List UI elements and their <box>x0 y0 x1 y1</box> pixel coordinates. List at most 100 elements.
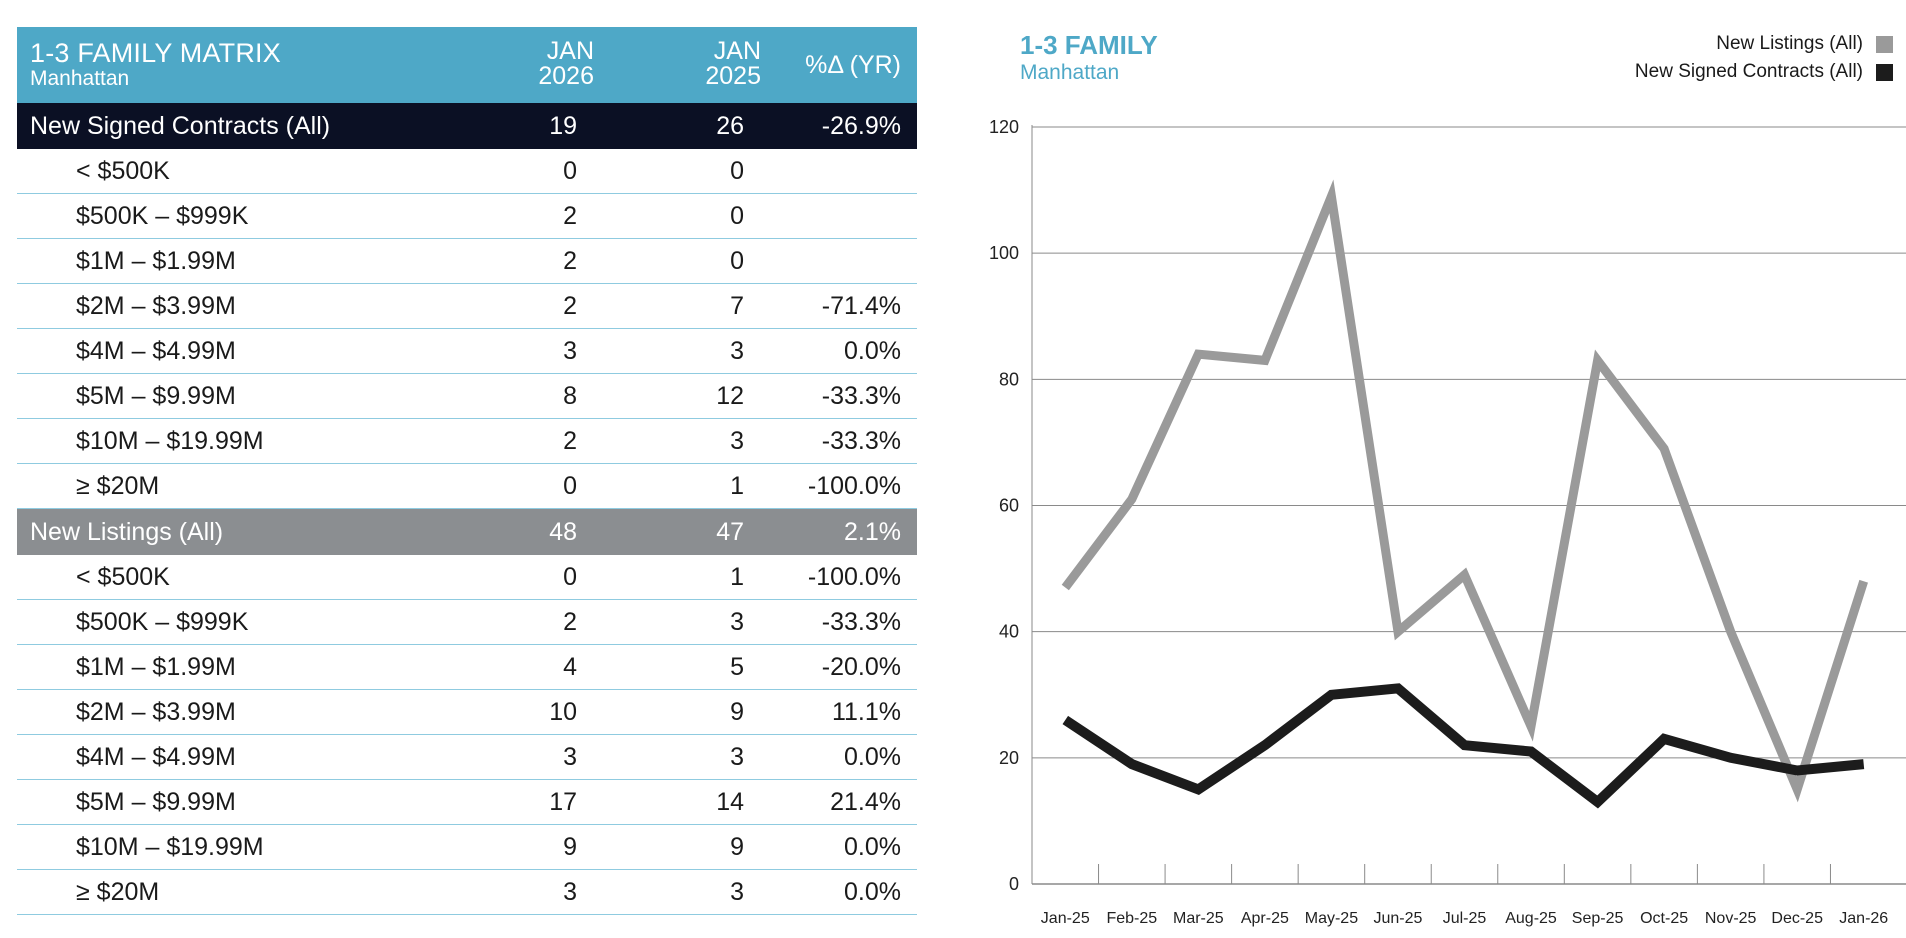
cell-v2: 5 <box>730 653 744 681</box>
cell-v2: 9 <box>730 833 744 861</box>
section-cell-label: New Listings (All) <box>30 518 224 546</box>
x-tick-label: Jan-25 <box>1041 910 1090 927</box>
series-line-new-signed-contracts <box>1062 683 1865 809</box>
cell-v1: 2 <box>563 608 577 636</box>
cell-v3: -33.3% <box>821 608 901 636</box>
cell-v2: 12 <box>716 382 744 410</box>
cell-v3: -100.0% <box>807 472 901 500</box>
table-body: New Signed Contracts (All) 19 26 -26.9% < $5… <box>17 103 917 915</box>
cell-v3: -33.3% <box>821 382 901 410</box>
cell-label: < $500K <box>76 563 170 591</box>
cell-v2: 3 <box>730 743 744 771</box>
table-row: $10M – $19.99M 9 9 0.0% <box>17 825 917 870</box>
cell-label: $2M – $3.99M <box>76 292 236 320</box>
x-tick-label: May-25 <box>1305 910 1358 927</box>
family-matrix-table: 1-3 FAMILY MATRIX Manhattan JAN 2026 JAN… <box>17 27 917 915</box>
section-cell-v2: 26 <box>716 112 744 140</box>
y-tick-label: 0 <box>1009 874 1019 894</box>
col-header-jan-2026-month: JAN <box>546 37 594 65</box>
y-tick-label: 20 <box>999 748 1019 768</box>
chart-plot-area: 0 20 40 60 80 100 120 Jan-25 Feb-25 Mar-25 Apr-25 M… <box>989 117 1906 927</box>
section-cell-v1: 48 <box>549 518 577 546</box>
y-tick-label: 80 <box>999 369 1019 389</box>
cell-v2: 1 <box>730 472 744 500</box>
x-tick-label: Jan-26 <box>1839 910 1888 927</box>
y-tick-label: 60 <box>999 496 1019 516</box>
x-tick-label: Feb-25 <box>1106 910 1157 927</box>
table-row: $10M – $19.99M 2 3 -33.3% <box>17 419 917 464</box>
x-tick-label: Dec-25 <box>1771 910 1823 927</box>
cell-v1: 0 <box>563 563 577 591</box>
cell-label: $2M – $3.99M <box>76 698 236 726</box>
y-tick-label: 40 <box>999 622 1019 642</box>
cell-v2: 9 <box>730 698 744 726</box>
y-tick-label: 100 <box>989 243 1019 263</box>
section-cell-v1: 19 <box>549 112 577 140</box>
chart-subtitle: Manhattan <box>1020 61 1120 84</box>
cell-label: < $500K <box>76 157 170 185</box>
table-row: < $500K 0 0 <box>17 149 917 194</box>
cell-v3: 0.0% <box>844 743 901 771</box>
x-tick-label: Aug-25 <box>1505 910 1557 927</box>
cell-v1: 8 <box>563 382 577 410</box>
cell-v3: -71.4% <box>821 292 901 320</box>
cell-v1: 0 <box>563 472 577 500</box>
table-row: $2M – $3.99M 2 7 -71.4% <box>17 284 917 329</box>
legend-swatch-new-listings <box>1876 35 1893 53</box>
x-tick-label: Oct-25 <box>1640 910 1688 927</box>
cell-label: $5M – $9.99M <box>76 382 236 410</box>
x-tick-label: Jul-25 <box>1443 910 1487 927</box>
cell-label: ≥ $20M <box>76 472 160 500</box>
cell-v3: -100.0% <box>807 563 901 591</box>
cell-v1: 2 <box>563 427 577 455</box>
cell-v2: 3 <box>730 337 744 365</box>
legend-label-new-listings: New Listings (All) <box>1716 33 1863 54</box>
cell-label: $500K – $999K <box>76 202 249 230</box>
col-header-pct-change-label: %Δ (YR) <box>805 51 901 79</box>
section-cell-label: New Signed Contracts (All) <box>30 112 331 140</box>
y-tick-label: 120 <box>989 117 1019 137</box>
cell-v1: 3 <box>563 337 577 365</box>
cell-v1: 2 <box>563 202 577 230</box>
cell-v1: 2 <box>563 292 577 320</box>
cell-v3: -33.3% <box>821 427 901 455</box>
legend-item-new-listings: New Listings (All) <box>1635 30 1893 58</box>
cell-v1: 3 <box>563 743 577 771</box>
cell-label: $10M – $19.99M <box>76 427 264 455</box>
table-row: $5M – $9.99M 8 12 -33.3% <box>17 374 917 419</box>
chart-title-block: 1-3 FAMILY Manhattan <box>1020 30 1158 86</box>
table-row: $500K – $999K 2 0 <box>17 194 917 239</box>
cell-v2: 3 <box>730 427 744 455</box>
cell-v1: 10 <box>549 698 577 726</box>
table-row: $4M – $4.99M 3 3 0.0% <box>17 329 917 374</box>
col-header-jan-2025-year: 2025 <box>705 62 761 90</box>
cell-label: ≥ $20M <box>76 878 160 906</box>
table-row: $1M – $1.99M 4 5 -20.0% <box>17 645 917 690</box>
table-subtitle: Manhattan <box>30 67 130 90</box>
x-tick-label: Jun-25 <box>1374 910 1423 927</box>
col-header-jan-2025: JAN 2025 <box>594 39 761 89</box>
cell-v1: 4 <box>563 653 577 681</box>
col-header-jan-2025-month: JAN <box>713 37 761 65</box>
table-row: $1M – $1.99M 2 0 <box>17 239 917 284</box>
table-row: $5M – $9.99M 17 14 21.4% <box>17 780 917 825</box>
x-tick-label: Apr-25 <box>1241 910 1289 927</box>
cell-v2: 14 <box>716 788 744 816</box>
section-row-new-listings: New Listings (All) 48 47 2.1% <box>17 509 917 555</box>
cell-v3: 0.0% <box>844 878 901 906</box>
cell-v1: 17 <box>549 788 577 816</box>
table-header: 1-3 FAMILY MATRIX Manhattan JAN 2026 JAN… <box>17 27 917 103</box>
col-header-pct-change: %Δ (YR) <box>761 51 917 80</box>
col-header-jan-2026-year: 2026 <box>538 62 594 90</box>
cell-v1: 0 <box>563 157 577 185</box>
cell-v2: 0 <box>730 157 744 185</box>
series-line-new-listings <box>1061 179 1868 803</box>
cell-v3: 0.0% <box>844 833 901 861</box>
cell-v1: 9 <box>563 833 577 861</box>
cell-v3: -20.0% <box>821 653 901 681</box>
table-title: 1-3 FAMILY MATRIX <box>30 38 281 68</box>
line-chart: 1-3 FAMILY Manhattan New Listings (All) … <box>960 0 1906 938</box>
col-header-jan-2026: JAN 2026 <box>427 39 594 89</box>
table-title-block: 1-3 FAMILY MATRIX Manhattan <box>17 39 917 91</box>
cell-v1: 3 <box>563 878 577 906</box>
